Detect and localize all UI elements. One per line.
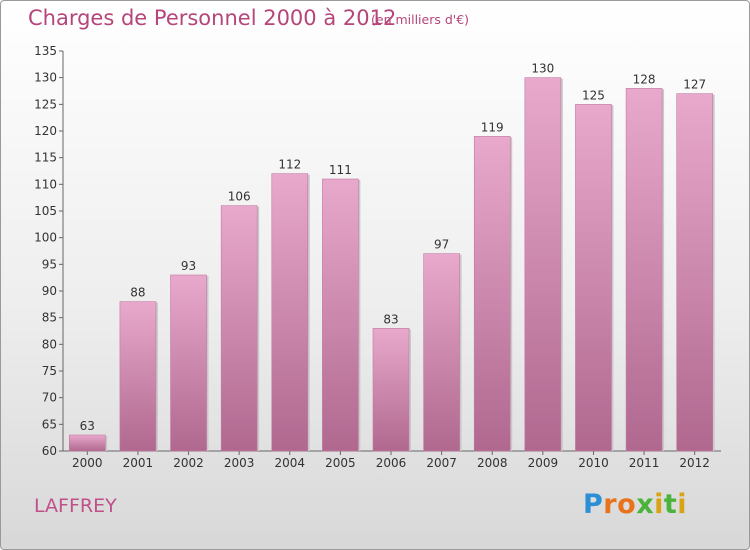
bar	[322, 178, 359, 452]
x-tick-label: 2000	[72, 456, 103, 470]
y-tick-label: 135	[34, 44, 57, 58]
bar-value-label: 130	[531, 62, 554, 76]
y-tick-label: 120	[34, 124, 57, 138]
logo-letter: P	[583, 489, 604, 520]
x-tick-label: 2006	[376, 456, 407, 470]
bar-value-label: 97	[434, 238, 449, 252]
logo-letter: x	[636, 489, 655, 520]
bar-value-label: 125	[582, 88, 605, 102]
bar-value-label: 127	[683, 78, 706, 92]
x-tick-label: 2011	[629, 456, 660, 470]
y-tick-label: 60	[42, 444, 57, 458]
data-labels: 63 88 93 106 112 111 83 97 119 130 125 128 127	[80, 62, 706, 433]
y-tick-label: 90	[42, 284, 57, 298]
bar-value-label: 63	[80, 419, 95, 433]
logo-letter: i	[677, 489, 688, 520]
bar	[271, 173, 309, 452]
bar	[473, 136, 511, 452]
y-tick-label: 130	[34, 71, 57, 85]
bar-value-label: 106	[228, 190, 251, 204]
bar-value-label: 93	[181, 259, 196, 273]
bar	[119, 301, 157, 452]
bar	[170, 274, 207, 452]
bar-value-label: 112	[278, 158, 301, 172]
bars	[69, 77, 715, 452]
x-tick-label: 2007	[426, 456, 457, 470]
y-tick-label: 95	[42, 257, 57, 271]
x-tick-label: 2012	[679, 456, 710, 470]
x-tick-label: 2009	[528, 456, 559, 470]
bar-value-label: 88	[130, 286, 145, 300]
bar	[575, 104, 612, 452]
chart-title: Charges de Personnel 2000 à 2012	[28, 6, 397, 30]
chart-subtitle: (en milliers d'€)	[371, 12, 470, 27]
x-tick-label: 2008	[477, 456, 508, 470]
logo-letter: i	[654, 489, 664, 520]
bar	[69, 434, 106, 452]
logo-letter: o	[617, 489, 637, 520]
axes: 60 65 70 75 80 85 90 95 100 105 110 115 120 125 130 135…	[34, 44, 721, 470]
x-tick-label: 2010	[578, 456, 609, 470]
logo-letter: t	[663, 489, 678, 520]
y-tick-label: 110	[34, 177, 57, 191]
y-tick-label: 100	[34, 231, 57, 245]
y-tick-label: 75	[42, 364, 57, 378]
logo-letter: r	[603, 489, 618, 520]
x-tick-label: 2004	[274, 456, 305, 470]
y-tick-label: 85	[42, 311, 57, 325]
y-tick-label: 80	[42, 337, 57, 351]
y-tick-label: 70	[42, 391, 57, 405]
x-tick-label: 2002	[173, 456, 204, 470]
bar-value-label: 119	[481, 120, 504, 134]
bar-value-label: 83	[383, 312, 398, 326]
y-tick-label: 105	[34, 204, 57, 218]
bar	[625, 88, 663, 452]
y-tick-label: 115	[34, 151, 57, 165]
x-tick-label: 2001	[123, 456, 154, 470]
bar	[524, 77, 562, 452]
bar	[676, 93, 713, 452]
x-tick-label: 2003	[224, 456, 255, 470]
bar-value-label: 111	[329, 163, 352, 177]
proxiti-logo[interactable]: Proxiti	[583, 489, 687, 520]
commune-name: LAFFREY	[34, 495, 117, 517]
bar-value-label: 128	[633, 72, 656, 86]
bar	[220, 205, 258, 452]
x-tick-label: 2005	[325, 456, 356, 470]
y-tick-label: 125	[34, 97, 57, 111]
y-tick-label: 65	[42, 417, 57, 431]
bar	[372, 328, 410, 452]
bar	[423, 253, 460, 452]
